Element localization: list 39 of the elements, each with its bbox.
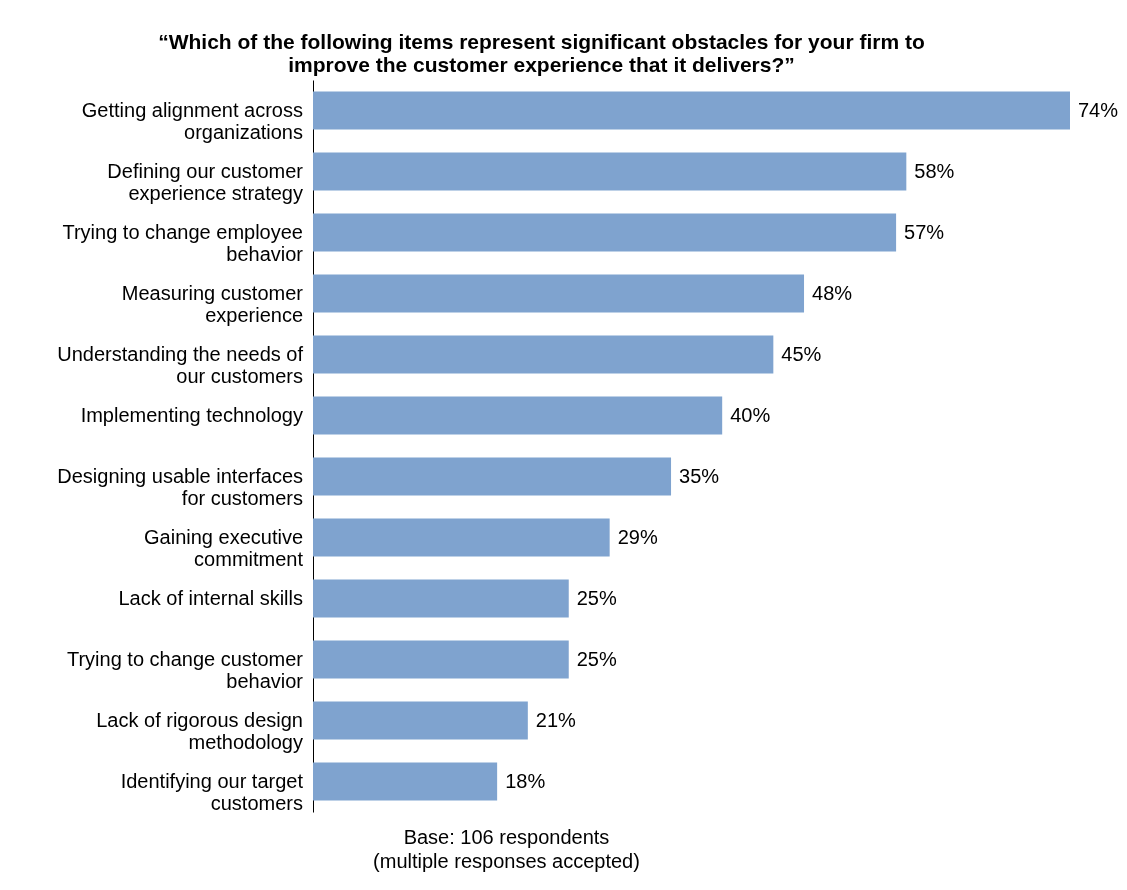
y-tick-label: Measuring customer experience (121, 281, 304, 326)
y-tick-label: Lack of rigorous design methodology (96, 708, 303, 753)
bar (313, 396, 723, 435)
data-label: 21% (535, 708, 577, 731)
bar (313, 640, 569, 679)
bar (313, 152, 907, 191)
y-tick-label: Understanding the needs of our customers (57, 342, 304, 387)
y-tick-label: Trying to change employee behavior (62, 220, 304, 265)
y-tick-label: Trying to change customer behavior (66, 647, 304, 692)
bar (313, 579, 569, 618)
y-tick-label: Implementing technology (80, 403, 303, 426)
data-label: 48% (812, 281, 853, 304)
y-tick-label: Getting alignment across organizations (81, 98, 303, 143)
bar (313, 701, 528, 740)
data-label: 57% (904, 220, 945, 243)
data-label: 74% (1078, 98, 1119, 121)
data-label: 25% (576, 647, 617, 670)
y-tick-label: Gaining executive commitment (144, 525, 304, 570)
bar (313, 91, 1070, 130)
bar (313, 518, 610, 557)
data-label: 40% (730, 403, 771, 426)
data-label: 35% (679, 464, 720, 487)
bar (313, 274, 805, 313)
data-label: 29% (617, 525, 658, 548)
bar (313, 762, 498, 801)
y-tick-label: Defining our customer experience strategy (107, 159, 304, 204)
data-label: 58% (914, 159, 955, 182)
y-tick-label: Lack of internal skills (118, 586, 303, 609)
bar (313, 335, 774, 374)
text: Base: 106 respondents (403, 826, 610, 848)
chart-title: “Which of the following items represent significant obstacles for your firm to improve the customer experience that it delivers?” (158, 30, 925, 76)
data-label: 25% (576, 586, 617, 609)
data-label: 45% (781, 342, 822, 365)
y-tick-label: Identifying our target customers (120, 769, 304, 814)
bar (313, 457, 672, 496)
data-label: 18% (505, 769, 546, 792)
bar (313, 213, 897, 252)
y-tick-label: Designing usable interfaces for customers (57, 464, 303, 509)
text: (multiple responses accepted) (373, 850, 640, 872)
